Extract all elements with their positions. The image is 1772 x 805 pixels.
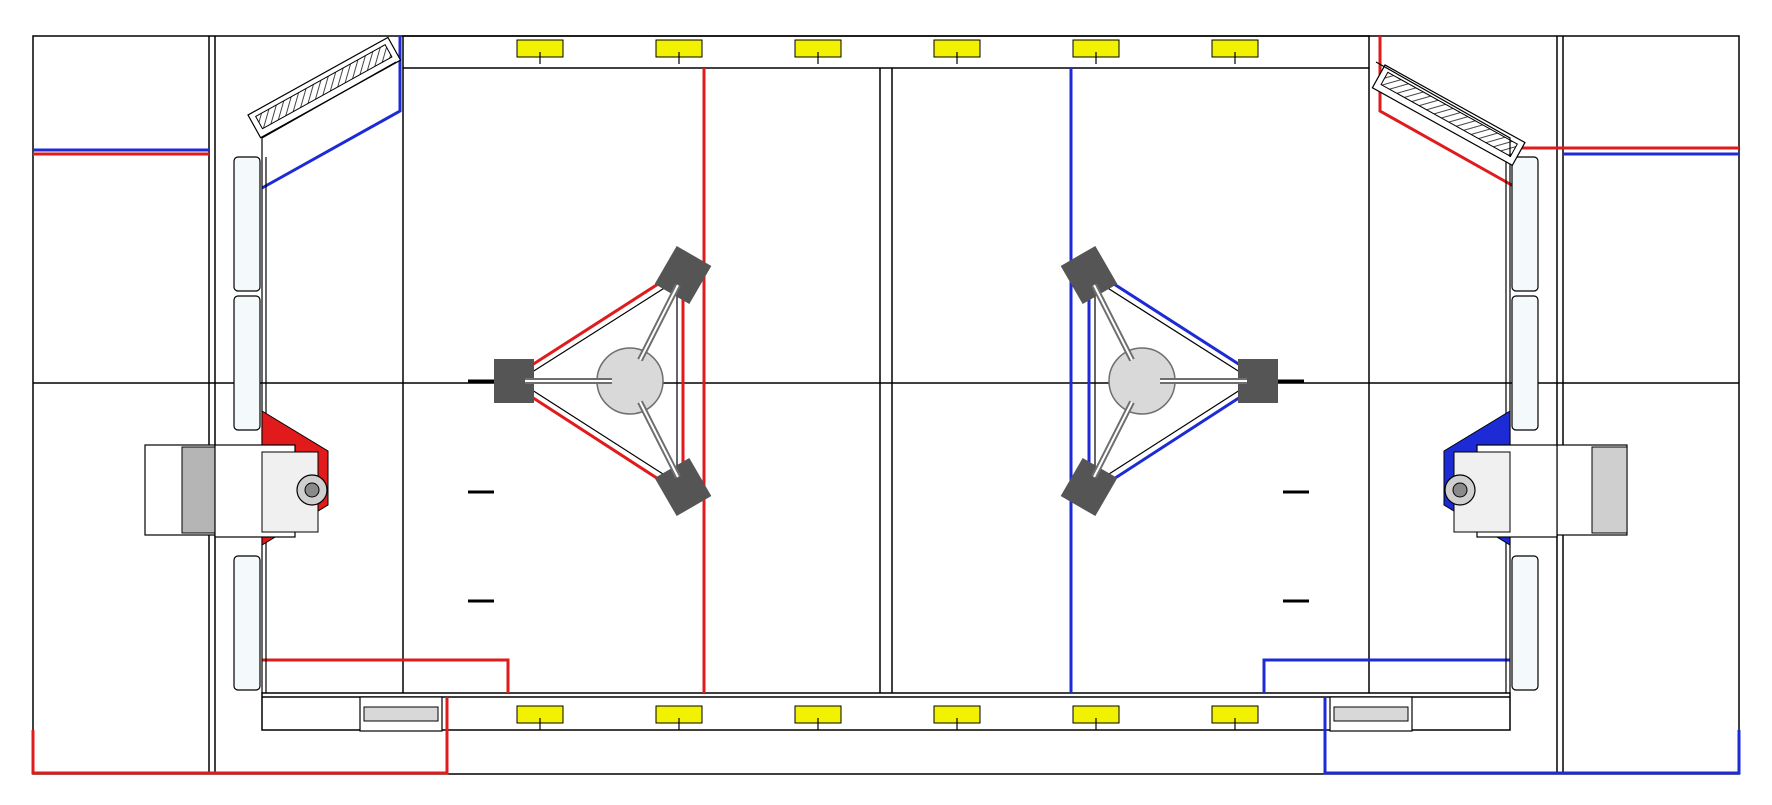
blue-tower bbox=[1060, 245, 1304, 517]
red-driver-station bbox=[144, 410, 329, 546]
blue-driver-station bbox=[1443, 410, 1628, 546]
bottom-left-box bbox=[359, 696, 443, 732]
field-floor bbox=[261, 35, 1511, 731]
red-alliance-lines bbox=[31, 36, 1739, 775]
right-wall bbox=[1505, 156, 1539, 693]
corner-edges bbox=[261, 61, 1511, 157]
blue-alliance-lines bbox=[33, 36, 1741, 775]
top-right-ramp bbox=[1371, 64, 1526, 167]
bottom-right-box bbox=[1329, 696, 1413, 732]
left-wall bbox=[233, 156, 267, 693]
red-tower bbox=[468, 245, 712, 517]
bottom-marker-row bbox=[516, 705, 1259, 730]
floor-marks bbox=[468, 490, 1309, 603]
top-marker-row bbox=[516, 39, 1259, 64]
